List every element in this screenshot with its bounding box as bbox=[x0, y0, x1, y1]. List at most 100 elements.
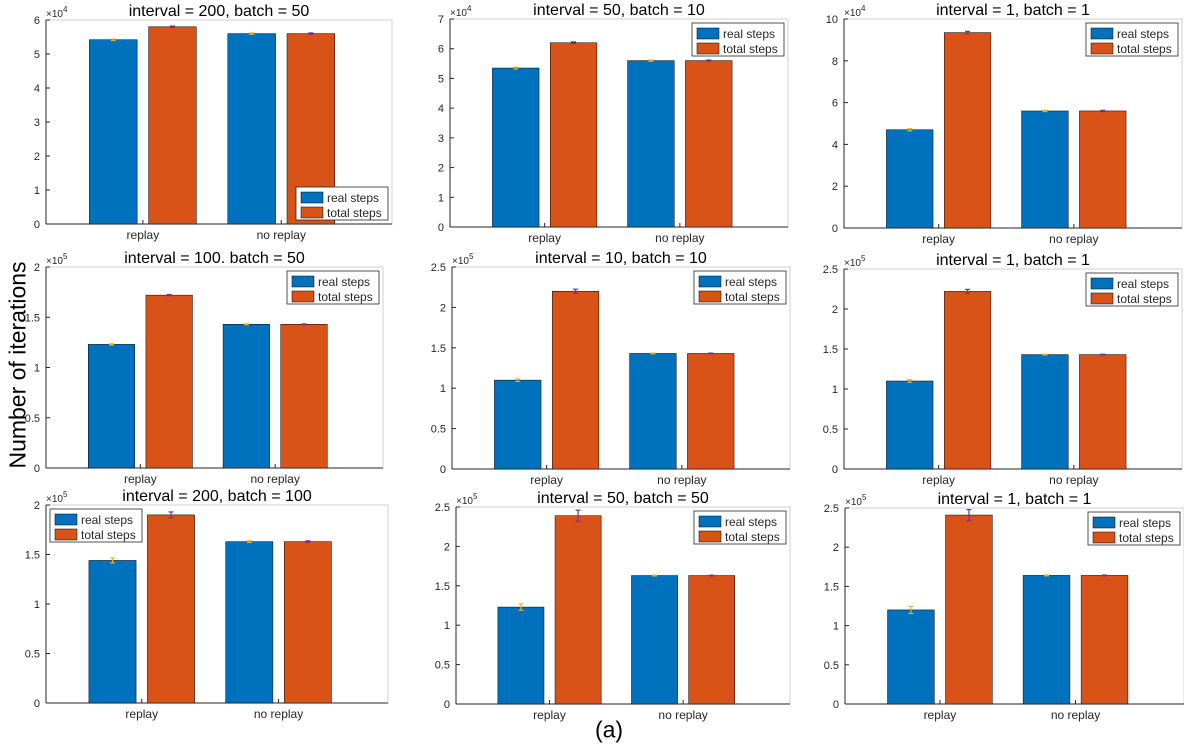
subplot-title: interval = 200, batch = 50 bbox=[129, 3, 310, 20]
legend-swatch-real bbox=[698, 275, 722, 288]
y-tick-label: 1 bbox=[832, 384, 838, 396]
legend-label: total steps bbox=[723, 42, 778, 56]
y-tick-label: 1 bbox=[34, 599, 40, 611]
y-tick-label: 1 bbox=[833, 621, 839, 633]
subplot-5: 0 0.5 1 1.5 2 2.5 ×105 interval = 10, batch = 1… bbox=[431, 250, 791, 487]
legend-label: total steps bbox=[725, 530, 780, 544]
x-tick-label: replay bbox=[922, 232, 955, 246]
bar-real-steps bbox=[222, 324, 270, 469]
bar-total-steps bbox=[1079, 354, 1127, 470]
y-tick-label: 10 bbox=[826, 14, 838, 26]
axis-exponent-label: ×105 bbox=[456, 492, 478, 507]
y-tick-label: 0 bbox=[34, 219, 40, 231]
axis-exponent-label: ×105 bbox=[845, 493, 867, 508]
y-tick-label: 1.5 bbox=[824, 581, 839, 593]
y-tick-label: 6 bbox=[832, 98, 838, 110]
y-tick-label: 2.5 bbox=[431, 262, 446, 274]
y-tick-label: 2.5 bbox=[824, 503, 839, 515]
figure-y-label: Number of iterations bbox=[4, 261, 31, 469]
subplot-title: interval = 200, batch = 100 bbox=[122, 488, 312, 505]
bar-real-steps bbox=[886, 129, 934, 229]
y-tick-label: 1 bbox=[34, 363, 40, 375]
bar-real-steps bbox=[88, 344, 136, 469]
axis-exponent-label: ×104 bbox=[46, 5, 68, 20]
y-tick-label: 2 bbox=[34, 500, 40, 512]
y-tick-label: 2.5 bbox=[435, 502, 450, 514]
subplot-6: 0 0.5 1 1.5 2 2.5 ×105 interval = 1, batch = 1 r… bbox=[823, 252, 1183, 487]
y-tick-label: 0.5 bbox=[435, 660, 450, 672]
bar-real-steps bbox=[492, 67, 540, 228]
bar-total-steps bbox=[687, 353, 735, 470]
bar-total-steps bbox=[943, 32, 992, 229]
bar-total-steps bbox=[554, 515, 602, 705]
legend-label: total steps bbox=[81, 528, 136, 542]
subplot-4: 0 0.5 1 1.5 2 ×105 interval = 100. batch = 50 r… bbox=[25, 250, 384, 486]
subplot-1: 0 1 2 3 4 5 6 ×104 interval = 200, batch = 50 rep… bbox=[34, 3, 393, 242]
subplot-8: 0 0.5 1 1.5 2 2.5 ×105 interval = 50, batch = 5… bbox=[435, 490, 791, 722]
y-tick-label: 4 bbox=[832, 139, 838, 151]
y-tick-label: 1.5 bbox=[435, 581, 450, 593]
legend-label: real steps bbox=[1117, 27, 1169, 41]
y-tick-label: 0 bbox=[444, 699, 450, 711]
legend-swatch-real bbox=[1090, 27, 1114, 40]
legend-label: real steps bbox=[318, 275, 370, 289]
bar-total-steps bbox=[1079, 110, 1127, 229]
y-tick-label: 8 bbox=[832, 56, 838, 68]
bar-total-steps bbox=[147, 514, 195, 704]
legend-label: real steps bbox=[81, 513, 133, 527]
legend-label: total steps bbox=[327, 206, 382, 220]
legend-label: real steps bbox=[723, 27, 775, 41]
subplot-9: 0 0.5 1 1.5 2 2.5 ×105 interval = 1, batch = 1 r… bbox=[824, 491, 1184, 722]
legend-label: real steps bbox=[725, 515, 777, 529]
legend-swatch-real bbox=[698, 515, 722, 528]
x-tick-label: replay bbox=[528, 231, 561, 245]
bar-total-steps bbox=[1080, 575, 1129, 705]
bar-total-steps bbox=[551, 290, 600, 470]
y-tick-label: 2 bbox=[832, 181, 838, 193]
x-tick-label: no replay bbox=[658, 708, 707, 722]
axis-exponent-label: ×104 bbox=[450, 4, 472, 19]
bar-total-steps bbox=[549, 42, 598, 228]
y-tick-label: 2 bbox=[34, 262, 40, 274]
x-tick-label: replay bbox=[530, 473, 563, 487]
legend-swatch-real bbox=[291, 275, 315, 288]
y-tick-label: 6 bbox=[438, 44, 444, 56]
y-tick-label: 1 bbox=[34, 185, 40, 197]
y-tick-label: 0.5 bbox=[25, 649, 40, 661]
bar-real-steps bbox=[1021, 110, 1069, 229]
y-tick-label: 5 bbox=[438, 73, 444, 85]
y-tick-label: 2 bbox=[438, 163, 444, 175]
bar-total-steps bbox=[280, 324, 328, 469]
subplot-7: 0 0.5 1 1.5 2 ×105 interval = 200, batch = 100… bbox=[25, 488, 389, 721]
bar-real-steps bbox=[88, 560, 137, 704]
x-tick-label: no replay bbox=[1051, 708, 1100, 722]
bar-total-steps bbox=[148, 26, 197, 225]
legend-swatch-total bbox=[300, 206, 324, 219]
x-tick-label: replay bbox=[533, 708, 566, 722]
y-tick-label: 2 bbox=[833, 542, 839, 554]
bar-real-steps bbox=[225, 541, 274, 704]
bar-total-steps bbox=[685, 60, 733, 228]
y-tick-label: 2 bbox=[444, 541, 450, 553]
bar-real-steps bbox=[494, 379, 542, 470]
subplot-title: interval = 1, batch = 1 bbox=[938, 491, 1092, 508]
bar-real-steps bbox=[887, 609, 935, 705]
bar-total-steps bbox=[943, 291, 992, 470]
bar-real-steps bbox=[627, 60, 675, 228]
y-tick-label: 2.5 bbox=[823, 264, 838, 276]
subplot-title: interval = 100. batch = 50 bbox=[124, 250, 305, 267]
x-tick-label: replay bbox=[127, 228, 160, 242]
legend-swatch-total bbox=[291, 290, 315, 303]
bar-total-steps bbox=[283, 541, 332, 704]
bar-real-steps bbox=[89, 39, 138, 225]
subplot-title: interval = 1, batch = 1 bbox=[936, 2, 1090, 19]
x-tick-label: no replay bbox=[254, 707, 303, 721]
bar-real-steps bbox=[631, 575, 678, 705]
legend-label: total steps bbox=[318, 290, 373, 304]
y-tick-label: 0 bbox=[34, 463, 40, 475]
subplot-title: interval = 10, batch = 10 bbox=[535, 250, 707, 267]
